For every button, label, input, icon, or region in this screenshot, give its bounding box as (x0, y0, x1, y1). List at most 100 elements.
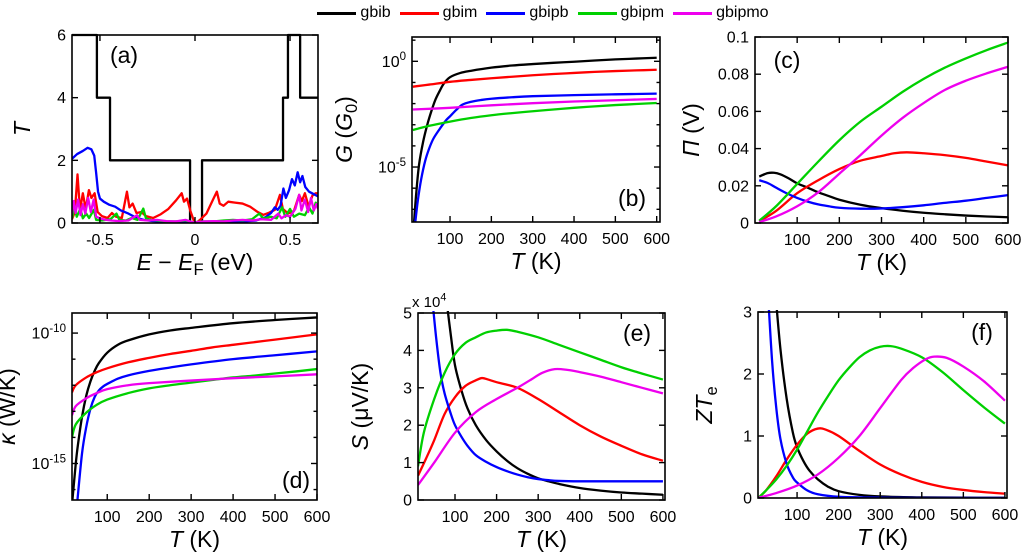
panel-d: 100 200 300 400 500 600 10-10 10-15 T (K) κ (W/K)… (0, 312, 331, 552)
legend-line-magenta (673, 11, 713, 15)
plot-frame (411, 36, 661, 223)
x-axis-tick-label: 200 (136, 509, 163, 526)
plot-frame (71, 312, 318, 501)
y-axis-labels: 0 2 4 6 (57, 28, 66, 233)
y-axis-tick-label: 4 (57, 90, 66, 107)
x-axis-label: E − EF (eV) (137, 249, 254, 279)
y-axis-tick-label: 6 (57, 28, 66, 45)
series-gbipb-curve (76, 350, 318, 501)
panel-letter: (c) (774, 47, 801, 73)
y-axis-tick-label: 0.02 (718, 178, 749, 195)
x-axis-tick-label: 600 (995, 232, 1022, 249)
x-axis-labels: 100 200 300 400 500 600 (784, 507, 1019, 524)
plot-frame (757, 311, 1008, 499)
y-axis-tick-label: 3 (403, 380, 412, 397)
panel-a-series (71, 33, 319, 224)
y-axis-label: T (9, 120, 35, 136)
panel-letter: (f) (971, 319, 993, 345)
series-gbipm-curve (758, 344, 1006, 499)
x-axis-tick-label: 600 (992, 507, 1019, 524)
y-axis-tick-label: 100 (382, 51, 406, 71)
series-gbipmo-curve (758, 355, 1006, 499)
y-axis-tick-label: 0 (403, 493, 412, 510)
x-axis-tick-label: 300 (519, 231, 546, 248)
y-axis-labels: 0 1 2 3 (743, 305, 752, 508)
series-gbipb-curve (758, 179, 1009, 210)
series-gbib-curve (71, 316, 318, 501)
x-axis-tick-label: 0.5 (279, 232, 301, 249)
x-axis-tick-label: 400 (561, 231, 588, 248)
x-axis-tick-label: 500 (952, 232, 979, 249)
legend-label: gbipb (529, 4, 569, 21)
x-axis-label: T (K) (857, 524, 908, 550)
y-axis-tick-label: 0.1 (727, 30, 749, 47)
x-axis (449, 37, 658, 222)
x-axis-tick-label: 600 (304, 509, 331, 526)
y-axis-label: κ (W/K) (0, 368, 20, 445)
y-axis-tick-label: 5 (403, 306, 412, 323)
x-axis-tick-label: 400 (566, 509, 593, 526)
series-gbib-curve (758, 171, 1009, 219)
x-axis-tick-label: -0.5 (86, 232, 114, 249)
series-gbipmo-curve (71, 373, 318, 416)
x-axis-tick-label: 500 (950, 507, 977, 524)
series-gbipmo-curve (71, 193, 319, 224)
x-axis-tick-label: 100 (437, 231, 464, 248)
plot-frame (417, 312, 666, 501)
panel-f-series (758, 310, 1006, 499)
y-axis-tick-label: 0.04 (718, 141, 749, 158)
legend-item-gbipm: gbipm (577, 4, 665, 21)
y-axis-labels: 10-10 10-15 (32, 323, 66, 473)
y-axis (755, 36, 1008, 224)
panel-e: 100 200 300 400 500 600 0 1 2 3 4 5 T (K) S (μV/K) x 1… (347, 292, 676, 552)
panel-letter: (b) (618, 185, 646, 211)
y-axis-tick-label: 0.06 (718, 104, 749, 121)
x-axis-tick-label: 100 (784, 507, 811, 524)
x-axis-tick-label: 200 (483, 509, 510, 526)
legend-item-gbipmo: gbipmo (673, 4, 769, 21)
y-axis (412, 39, 660, 211)
y-axis (418, 312, 665, 501)
x-axis (99, 35, 291, 223)
x-axis-labels: 100 200 300 400 500 600 (442, 509, 677, 526)
x-axis-tick-label: 300 (868, 232, 895, 249)
x-axis-label: T (K) (516, 526, 567, 552)
x-axis-tick-label: 400 (910, 232, 937, 249)
x-axis (106, 313, 318, 500)
x-axis-tick-label: 300 (525, 509, 552, 526)
y-axis-labels: 100 10-5 (378, 51, 406, 176)
series-gbipb-curve (414, 92, 657, 223)
panel-b-series (412, 56, 657, 223)
series-gbipm-curve (758, 41, 1009, 222)
y-axis-label: G (G0) (331, 96, 361, 163)
legend-line-blue (486, 11, 526, 15)
x-axis-tick-label: 200 (825, 507, 852, 524)
y-axis-tick-label: 0 (743, 491, 752, 508)
x-axis-label: T (K) (856, 249, 907, 275)
x-axis-labels: 100 200 300 400 500 600 (94, 509, 331, 526)
x-axis-tick-label: 200 (826, 232, 853, 249)
series-gbipmo-curve (417, 367, 664, 486)
panel-b: 100 200 300 400 500 600 100 10-5 T (K) G (G0) (b) (331, 36, 670, 274)
y-axis (72, 332, 317, 491)
legend-label: gbipmo (716, 4, 769, 21)
panel-letter: (a) (110, 42, 138, 68)
x-axis-tick-label: 600 (643, 231, 670, 248)
x-axis-labels: -0.5 0 0.5 (86, 232, 301, 249)
y-axis-tick-label: 0.08 (718, 67, 749, 84)
y-axis-tick-label: 10-15 (32, 453, 66, 473)
legend-label: gbipm (620, 4, 665, 21)
panel-a: -0.5 0 0.5 0 2 4 6 E − EF (eV) T (a) (9, 28, 319, 279)
x-axis-tick-label: 300 (178, 509, 205, 526)
panel-letter: (d) (282, 467, 310, 493)
y-axis-tick-label: 2 (403, 418, 412, 435)
x-axis-tick-label: 200 (478, 231, 505, 248)
x-axis-tick-label: 500 (262, 509, 289, 526)
legend-item-gbipb: gbipb (486, 4, 569, 21)
x-axis-tick-label: 400 (908, 507, 935, 524)
y-axis (758, 311, 1007, 499)
legend: gbib gbim gbipb gbipm gbipmo (0, 2, 1024, 24)
x-axis-tick-label: 600 (650, 509, 677, 526)
legend-item-gbib: gbib (317, 5, 391, 21)
x-axis-tick-label: 100 (94, 509, 121, 526)
